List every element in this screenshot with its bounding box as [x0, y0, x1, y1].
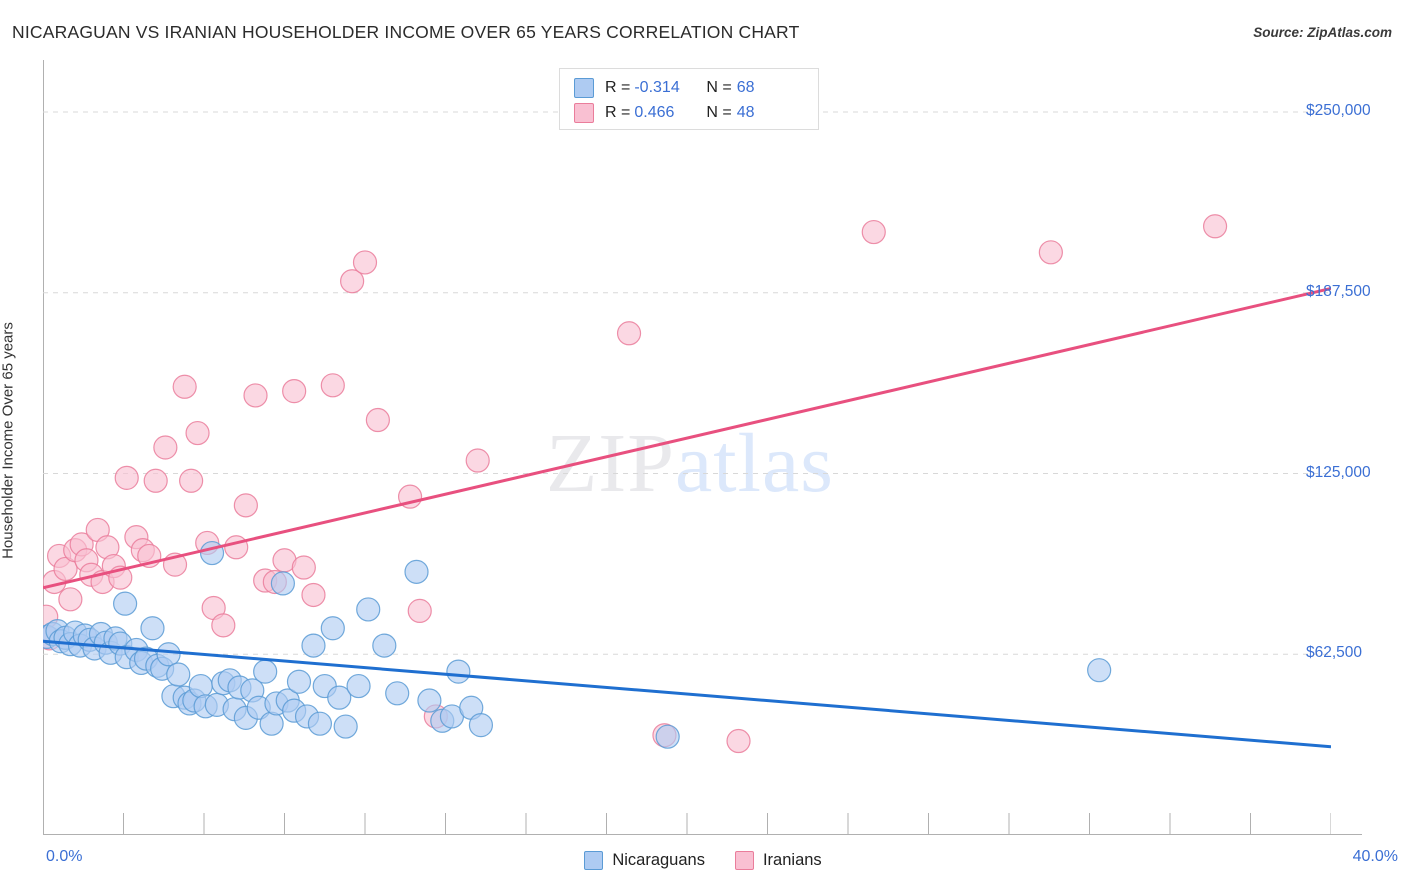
data-point	[114, 465, 139, 490]
trendline-iranians	[43, 286, 1331, 590]
data-point	[340, 269, 365, 294]
data-point	[385, 681, 410, 706]
data-point	[286, 669, 312, 694]
x-axis-ticks	[43, 813, 1331, 835]
r-value-nicaraguans: -0.314	[634, 78, 680, 96]
scatter-plot-svg	[43, 111, 1331, 835]
r-value-iranians: 0.466	[634, 103, 675, 121]
data-point	[224, 535, 249, 560]
data-point	[179, 468, 204, 493]
data-point	[143, 468, 168, 493]
data-point	[356, 597, 381, 622]
y-tick-label: $125,000	[1306, 463, 1371, 481]
data-point	[352, 250, 378, 275]
data-point	[243, 383, 268, 408]
data-point	[291, 555, 316, 580]
data-point	[320, 616, 345, 641]
x-axis-max-label: 40.0%	[1352, 848, 1398, 865]
data-point	[259, 711, 284, 736]
data-point	[365, 407, 390, 433]
plot-area	[43, 60, 1331, 835]
data-point	[417, 688, 442, 713]
y-tick-label: $187,500	[1306, 282, 1371, 300]
data-point	[465, 448, 490, 473]
data-point	[861, 219, 886, 245]
data-point	[58, 587, 83, 612]
data-point	[53, 556, 78, 582]
n-label-nicaraguans: N =	[706, 78, 732, 96]
correlation-row-iranians: R = 0.466 N = 48	[574, 100, 808, 125]
data-point	[404, 559, 429, 584]
y-tick-label: $250,000	[1306, 102, 1371, 120]
data-point	[253, 659, 278, 684]
data-point	[655, 724, 680, 749]
gridlines	[43, 111, 1331, 655]
data-point	[320, 373, 345, 398]
data-point	[282, 379, 307, 404]
data-point	[153, 435, 178, 460]
series-legend: Nicaraguans Iranians	[0, 851, 1406, 870]
page-title: NICARAGUAN VS IRANIAN HOUSEHOLDER INCOME…	[12, 22, 800, 42]
data-point	[1038, 240, 1063, 265]
data-point	[307, 711, 333, 736]
data-point	[468, 713, 494, 738]
data-point	[446, 659, 471, 684]
trendlines	[43, 286, 1331, 749]
series-swatch-iranians	[734, 851, 754, 870]
data-point	[301, 633, 326, 658]
data-point	[616, 321, 642, 346]
data-point	[113, 591, 138, 616]
data-point	[188, 673, 213, 699]
data-point	[372, 633, 397, 658]
data-point	[270, 571, 295, 596]
data-point	[172, 374, 197, 399]
series-legend-item-nicaraguans[interactable]: Nicaraguans	[584, 851, 705, 870]
data-point	[1202, 214, 1228, 239]
r-label-nicaraguans: R =	[605, 78, 631, 96]
data-point	[346, 673, 371, 699]
nicaraguans-points	[43, 540, 1112, 749]
legend-swatch-nicaraguans	[574, 77, 594, 98]
data-point	[407, 598, 432, 623]
n-value-nicaraguans: 68	[736, 78, 755, 96]
data-point	[185, 420, 210, 446]
data-point	[166, 662, 191, 687]
data-point	[327, 685, 352, 710]
data-point	[1087, 658, 1112, 683]
series-label-nicaraguans: Nicaraguans	[612, 851, 705, 869]
series-label-iranians: Iranians	[762, 851, 822, 869]
x-axis-line	[43, 834, 1362, 835]
r-label-iranians: R =	[605, 103, 631, 121]
n-label-iranians: N =	[706, 103, 732, 121]
data-point	[156, 642, 181, 667]
data-point	[301, 582, 326, 608]
n-value-iranians: 48	[736, 103, 755, 121]
y-tick-label: $62,500	[1306, 644, 1363, 662]
legend-swatch-iranians	[574, 102, 594, 123]
x-axis-min-label: 0.0%	[46, 848, 83, 865]
correlation-row-nicaraguans: R = -0.314 N = 68	[574, 75, 808, 100]
data-point	[199, 540, 225, 566]
series-legend-item-iranians[interactable]: Iranians	[734, 851, 822, 870]
data-point	[140, 616, 165, 641]
y-axis-line	[43, 60, 44, 835]
data-point	[211, 613, 236, 638]
correlation-legend: R = -0.314 N = 68 R = 0.466 N = 48	[559, 68, 819, 130]
trendline-nicaraguans	[43, 639, 1331, 749]
data-point	[726, 728, 751, 754]
iranians-points	[43, 214, 1228, 754]
source-label: Source: ZipAtlas.com	[1253, 25, 1392, 40]
y-axis-title: Householder Income Over 65 years	[0, 322, 17, 559]
series-swatch-nicaraguans	[584, 851, 604, 870]
data-point	[333, 714, 358, 739]
data-point	[233, 493, 258, 518]
